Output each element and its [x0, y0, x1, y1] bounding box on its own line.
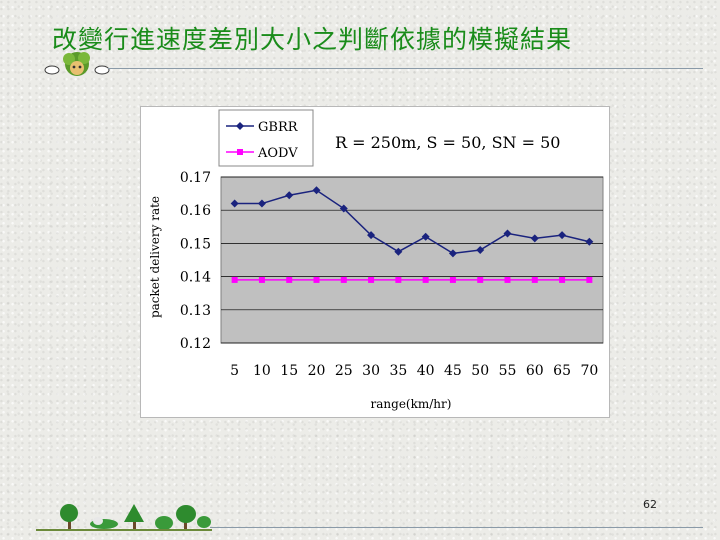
x-axis-label: range(km/hr): [371, 397, 452, 411]
tree-row-icon: [36, 504, 212, 531]
title-divider: [108, 68, 703, 69]
legend-aodv-marker: [237, 149, 243, 155]
x-tick-label: 25: [335, 363, 353, 379]
series-gbrr-point: [394, 247, 403, 256]
series-aodv-point: [586, 276, 593, 283]
gridlines: [221, 176, 603, 344]
x-tick-label: 10: [253, 363, 271, 379]
legend-gbrr-marker: [236, 122, 244, 130]
series-gbrr-point: [503, 229, 512, 238]
x-tick-label: 70: [580, 363, 598, 379]
x-tick-label: 5: [230, 363, 239, 379]
series-gbrr-point: [230, 199, 239, 208]
x-tick-label: 45: [444, 363, 462, 379]
line-chart: 0.17 0.16 0.15 0.14 0.13 0.12 5 10 15 20 25 30 35 40…: [148, 109, 604, 411]
slide-title: 改變行進速度差別大小之判斷依據的模擬結果: [52, 25, 573, 54]
x-tick-label: 20: [308, 363, 326, 379]
y-tick-label: 0.16: [180, 203, 211, 219]
y-tick-label: 0.14: [180, 270, 211, 286]
series-aodv-point: [258, 276, 265, 283]
y-tick-labels: 0.17 0.16 0.15 0.14 0.13 0.12: [180, 170, 211, 352]
series-gbrr-point: [367, 231, 376, 240]
plot-area: [220, 176, 604, 344]
series-lines: [230, 186, 594, 283]
legend: GBRR AODV: [218, 109, 314, 167]
x-tick-labels: 5 10 15 20 25 30 35 40 45 50 55 60 65 70: [230, 363, 598, 379]
series-aodv-point: [477, 276, 484, 283]
page-number: 62: [643, 498, 657, 511]
series-aodv-point: [340, 276, 347, 283]
series-gbrr-point: [448, 249, 457, 258]
series-gbrr-line: [234, 189, 590, 255]
series-gbrr-point: [339, 204, 348, 213]
x-tick-label: 55: [499, 363, 517, 379]
x-tick-label: 60: [526, 363, 544, 379]
footer-divider: [210, 527, 703, 528]
x-tick-label: 40: [417, 363, 435, 379]
series-gbrr-point: [421, 232, 430, 241]
series-aodv-point: [313, 276, 320, 283]
x-tick-label: 30: [362, 363, 380, 379]
chart-title: R = 250m, S = 50, SN = 50: [335, 133, 560, 152]
series-aodv-point: [559, 276, 566, 283]
x-tick-label: 50: [471, 363, 489, 379]
series-aodv-point: [231, 276, 238, 283]
legend-gbrr-label: GBRR: [258, 120, 299, 135]
x-tick-label: 65: [553, 363, 571, 379]
series-gbrr-point: [285, 191, 294, 200]
chart-panel: 0.17 0.16 0.15 0.14 0.13 0.12 5 10 15 20 25 30 35 40…: [140, 106, 610, 418]
legend-aodv-label: AODV: [257, 146, 298, 161]
legend-box: [218, 109, 314, 167]
y-tick-label: 0.17: [180, 170, 211, 186]
series-aodv-point: [286, 276, 293, 283]
y-tick-label: 0.12: [180, 336, 211, 352]
x-tick-label: 15: [280, 363, 298, 379]
series-gbrr-point: [476, 246, 485, 255]
series-gbrr-point: [530, 234, 539, 243]
x-tick-label: 35: [389, 363, 407, 379]
y-tick-label: 0.15: [180, 236, 211, 252]
series-aodv-point: [449, 276, 456, 283]
series-aodv-point: [422, 276, 429, 283]
series-aodv-point: [368, 276, 375, 283]
series-gbrr-point: [585, 237, 594, 246]
y-axis-label: packet delivery rate: [148, 196, 162, 318]
series-gbrr-point: [312, 186, 321, 195]
series-aodv-point: [395, 276, 402, 283]
series-gbrr-point: [257, 199, 266, 208]
series-aodv-point: [531, 276, 538, 283]
y-tick-label: 0.13: [180, 303, 211, 319]
series-aodv-point: [504, 276, 511, 283]
series-gbrr-point: [558, 231, 567, 240]
tree-mascot-icon: [44, 52, 110, 76]
